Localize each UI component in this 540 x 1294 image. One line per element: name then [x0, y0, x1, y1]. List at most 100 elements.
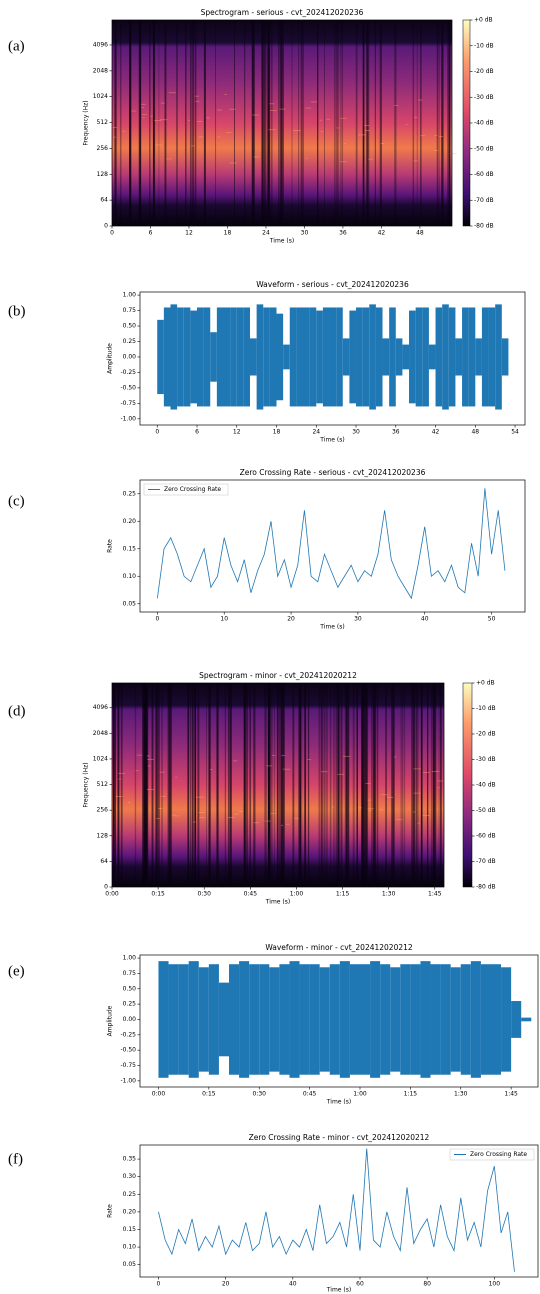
waveform-segment	[309, 307, 317, 407]
spectrogram-texture	[233, 813, 239, 815]
spectrogram-texture	[278, 20, 281, 226]
y-tick-label: 0.25	[123, 490, 137, 497]
waveform-segment	[188, 961, 199, 1078]
spectrogram-texture	[197, 683, 199, 887]
spectrogram-texture	[234, 20, 235, 226]
y-tick-label: 1024	[93, 755, 108, 762]
colorbar-tick-label: -20 dB	[476, 731, 496, 738]
spectrogram-texture	[279, 108, 286, 110]
y-axis-label: Rate	[107, 1204, 114, 1218]
spectrogram-texture	[140, 103, 146, 105]
spectrogram-texture	[340, 20, 342, 226]
spectrogram-texture	[267, 20, 271, 226]
spectrogram-texture	[264, 683, 266, 887]
waveform-segment	[448, 307, 456, 407]
waveform-segment	[359, 964, 371, 1075]
spectrogram-texture	[144, 683, 147, 887]
y-tick-label: 64	[100, 858, 108, 865]
spectrogram-texture	[411, 683, 413, 887]
spectrogram-texture	[198, 812, 206, 813]
y-tick-label: -0.25	[120, 369, 136, 376]
spectrogram-texture	[206, 683, 207, 887]
y-tick-label: 0.10	[123, 1244, 137, 1251]
x-tick-label: 24	[312, 429, 320, 436]
spectrogram-texture	[323, 683, 326, 887]
spectrogram-texture	[291, 20, 293, 226]
spectrogram-texture	[158, 683, 160, 887]
y-tick-label: 0.75	[123, 307, 137, 314]
y-tick-label: -0.50	[120, 1047, 136, 1054]
spectrogram-texture	[113, 683, 115, 887]
spectrogram-texture	[195, 100, 200, 102]
y-tick-label: 0.00	[123, 1016, 137, 1023]
x-tick-label: 0:15	[151, 891, 165, 898]
spectrogram-texture	[412, 20, 415, 226]
spectrogram-texture	[253, 20, 255, 226]
x-tick-label: 50	[488, 616, 496, 623]
waveform-segment	[170, 304, 178, 410]
waveform-segment	[370, 961, 381, 1078]
spectrogram-texture	[141, 107, 145, 109]
spectrogram-texture	[129, 20, 131, 226]
y-tick-label: -0.25	[120, 1031, 136, 1038]
y-tick-label: 0.05	[123, 600, 137, 607]
spectrogram-texture	[161, 683, 163, 887]
spectrogram-texture	[114, 683, 116, 887]
colorbar-tick-label: +0 dB	[476, 680, 495, 687]
panel-label: (f)	[8, 1151, 23, 1167]
spectrogram-texture	[414, 116, 418, 118]
colorbar-tick-label: -10 dB	[476, 705, 496, 712]
spectrogram-texture	[113, 683, 116, 887]
spectrogram-texture	[365, 783, 371, 785]
x-tick-label: 30	[301, 230, 309, 237]
panel-label: (d)	[8, 703, 26, 719]
waveform-segment	[362, 307, 370, 407]
waveform-segment	[400, 964, 411, 1075]
spectrogram-texture	[355, 20, 358, 226]
spectrogram-texture	[264, 683, 268, 887]
spectrogram-texture	[353, 683, 355, 887]
spectrogram-texture	[160, 102, 165, 104]
waveform-segment	[356, 307, 363, 407]
y-tick-label: 2048	[93, 67, 108, 74]
spectrogram-texture	[160, 119, 168, 121]
spectrogram-texture	[307, 759, 312, 761]
waveform-segment	[210, 332, 217, 382]
spectrogram-texture	[416, 20, 418, 226]
y-tick-label: 1.00	[123, 955, 137, 962]
waveform-segment	[462, 307, 469, 407]
spectrogram-texture	[244, 683, 246, 887]
spectrogram-texture	[438, 20, 440, 226]
spectrogram-texture	[166, 158, 172, 160]
spectrogram-texture	[358, 807, 362, 809]
spectrogram-texture	[120, 683, 122, 887]
spectrogram-texture	[194, 95, 199, 97]
spectrogram-texture	[228, 683, 230, 887]
waveform-segment	[230, 307, 237, 407]
waveform-segment	[157, 319, 164, 395]
spectrogram-texture	[281, 20, 284, 226]
x-tick-label: 6	[149, 230, 153, 237]
chart-title: Waveform - serious - cvt_202412020236	[256, 280, 409, 289]
spectrogram-texture	[376, 683, 378, 887]
waveform-segment	[303, 307, 310, 407]
spectrogram-texture	[279, 20, 281, 226]
spectrogram-texture	[152, 20, 156, 226]
y-axis-label: Amplitude	[107, 343, 114, 374]
spectrogram-texture	[262, 20, 266, 226]
spectrogram-texture	[154, 120, 162, 122]
spectrogram-texture	[147, 758, 154, 760]
spectrogram-texture	[422, 772, 430, 773]
spectrogram-texture	[244, 20, 246, 226]
spectrogram-texture	[216, 683, 219, 887]
waveform-segment	[299, 964, 310, 1075]
spectrogram-texture	[118, 772, 126, 774]
spectrogram-texture	[394, 20, 396, 226]
y-axis-label: Amplitude	[107, 1005, 114, 1036]
chart-title: Zero Crossing Rate - serious - cvt_20241…	[240, 468, 426, 477]
spectrogram-texture	[281, 824, 284, 826]
spectrogram-texture	[112, 127, 117, 129]
waveform-segment	[389, 307, 396, 407]
spectrogram-texture	[319, 119, 322, 121]
spectrogram-texture	[342, 20, 344, 226]
